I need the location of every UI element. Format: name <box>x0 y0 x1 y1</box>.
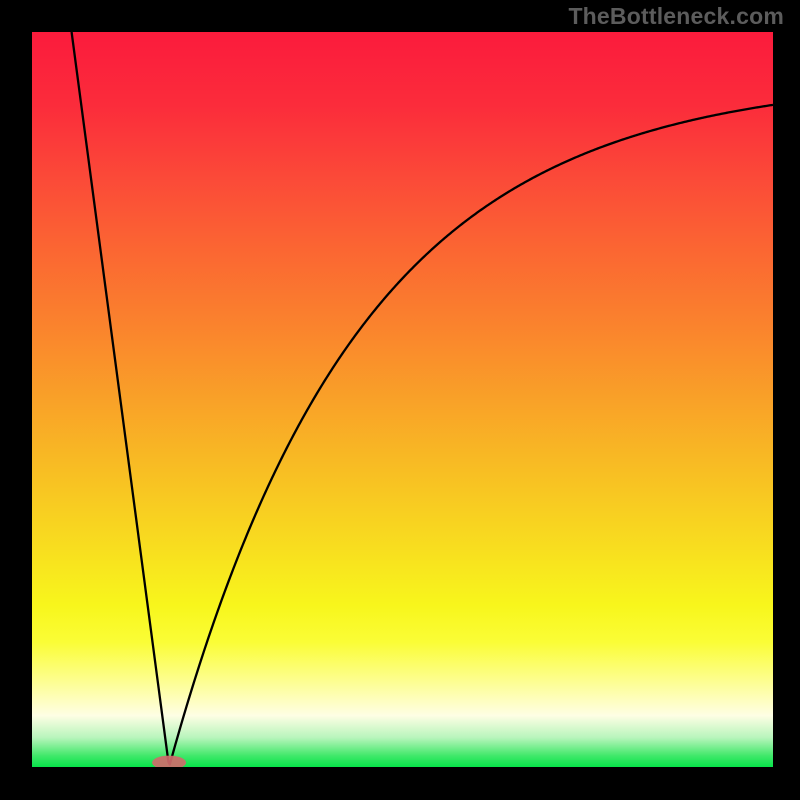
gradient-background <box>32 32 773 767</box>
watermark-text: TheBottleneck.com <box>568 3 784 30</box>
plot-area <box>32 32 773 767</box>
plot-svg <box>32 32 773 767</box>
chart-container: TheBottleneck.com <box>0 0 800 800</box>
